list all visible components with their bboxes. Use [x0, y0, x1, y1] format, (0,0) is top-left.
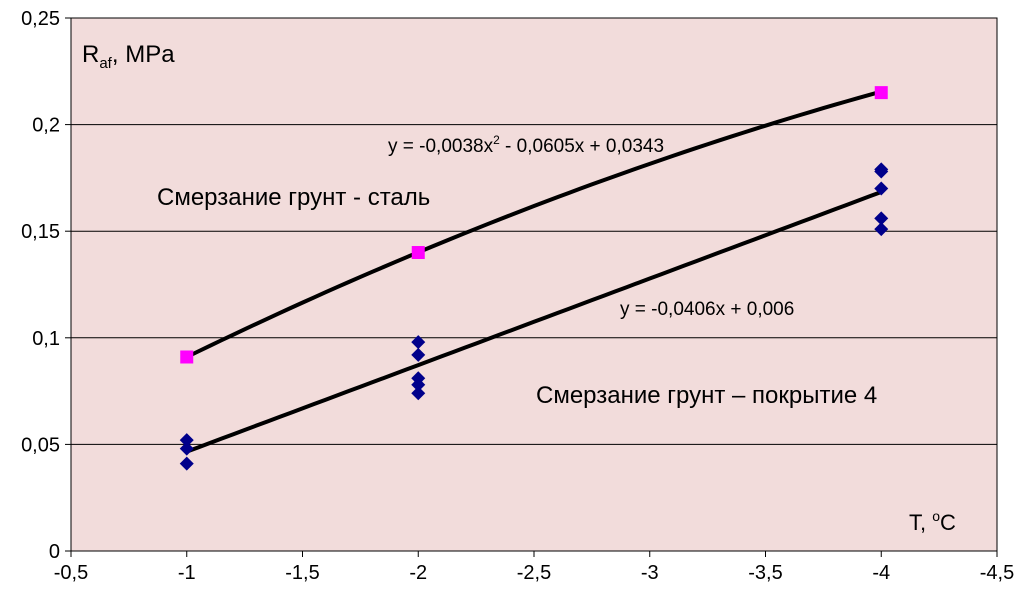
data-point-square [180, 350, 194, 364]
x-tick-label: -0,5 [54, 562, 88, 584]
y-axis-label: Raf, MPa [82, 41, 175, 72]
x-tick-label: -3 [641, 562, 659, 584]
series-label-coating: Смерзание грунт – покрытие 4 [536, 382, 877, 409]
data-point-square [411, 246, 425, 260]
trendline-1 [184, 189, 884, 454]
series-label-steel: Смерзание грунт - сталь [157, 184, 430, 211]
data-point-diamond [874, 162, 889, 177]
x-tick-label: -2,5 [517, 562, 551, 584]
data-point-diamond [179, 456, 194, 471]
x-tick-label: -2 [409, 562, 427, 584]
x-tick-label: -4 [872, 562, 890, 584]
trendline-equation-coating: y = -0,0406x + 0,006 [620, 299, 794, 320]
data-point-diamond [411, 386, 426, 401]
data-point-diamond [874, 222, 889, 237]
y-tick-label: 0,15 [21, 221, 60, 243]
data-point-diamond [411, 371, 426, 386]
y-tick-label: 0,2 [32, 115, 60, 137]
data-point-diamond [874, 181, 889, 196]
x-tick-labels: -0,5 -1 -1,5 -2 -2,5 -3 -3,5 -4 -4,5 [54, 562, 1014, 584]
data-point-diamond [179, 441, 194, 456]
data-point-diamond [179, 433, 194, 448]
y-tick-label: 0,25 [21, 8, 60, 30]
x-tick-label: -1,5 [285, 562, 319, 584]
axes [65, 17, 998, 557]
y-tick-label: 0 [49, 541, 60, 563]
x-axis-label: T, oC [909, 508, 956, 535]
data-point-diamond [411, 347, 426, 362]
x-tick-label: -4,5 [980, 562, 1014, 584]
data-point-diamond [411, 335, 426, 350]
data-markers [179, 86, 889, 471]
x-tick-label: -3,5 [748, 562, 782, 584]
y-tick-label: 0,1 [32, 328, 60, 350]
y-tick-labels: 0 0,05 0,1 0,15 0,2 0,25 [21, 8, 60, 563]
trendlines [184, 89, 884, 454]
x-tick-label: -1 [178, 562, 196, 584]
trendline-equation-steel: y = -0,0038x2 - 0,0605x + 0,0343 [388, 133, 664, 157]
trendline-0 [184, 89, 884, 359]
data-point-diamond [874, 211, 889, 226]
plot-area [70, 17, 998, 552]
y-tick-label: 0,05 [21, 434, 60, 456]
data-point-square [874, 86, 888, 100]
